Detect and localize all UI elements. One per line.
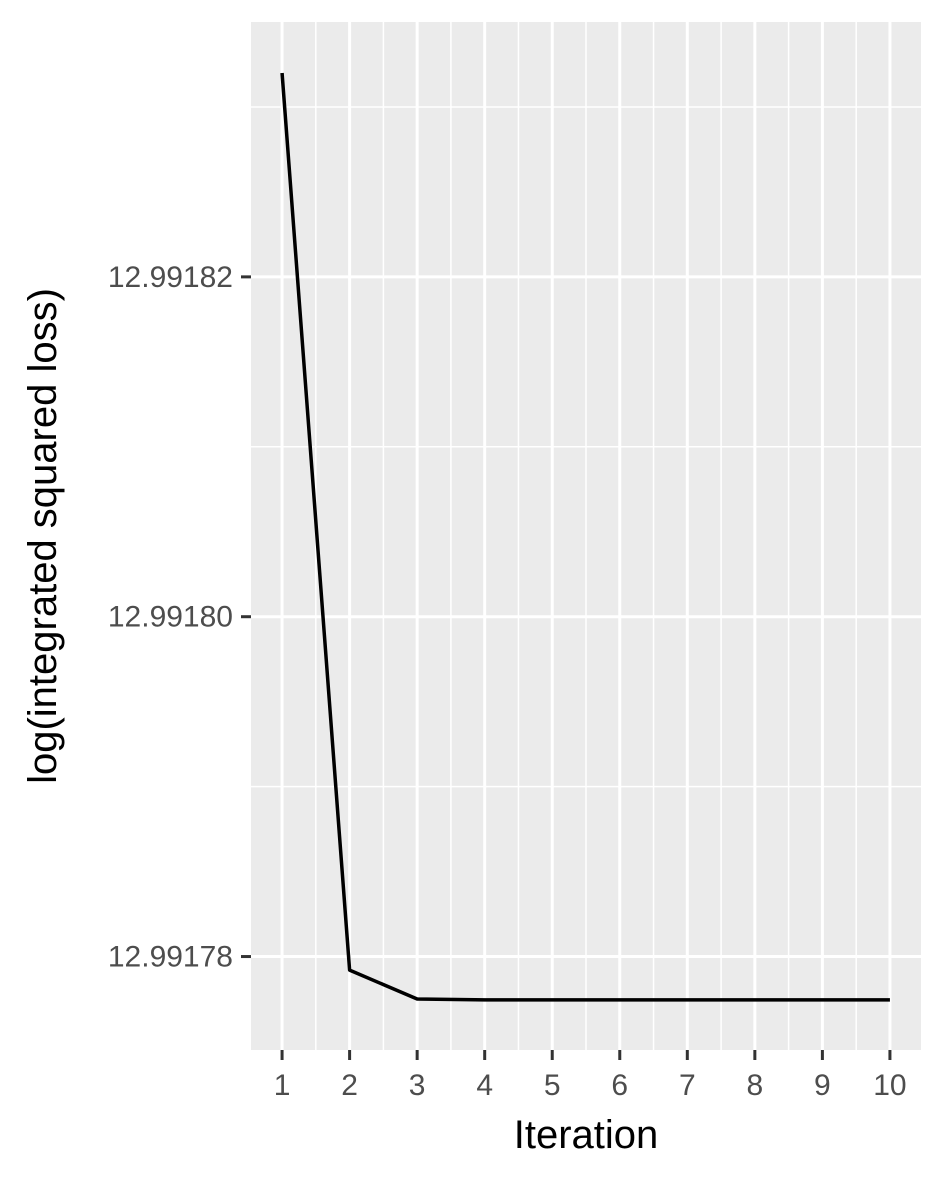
x-tick-label: 1 xyxy=(274,1069,291,1102)
x-axis-title: Iteration xyxy=(514,1113,659,1157)
x-axis: 1 2 3 4 5 6 7 8 9 10 xyxy=(274,1050,907,1102)
x-tick-label: 4 xyxy=(476,1069,493,1102)
y-tick-label: 12.99178 xyxy=(108,941,233,974)
x-tick-label: 9 xyxy=(814,1069,831,1102)
x-tick-label: 7 xyxy=(679,1069,696,1102)
x-tick-label: 2 xyxy=(341,1069,358,1102)
x-tick-label: 8 xyxy=(747,1069,764,1102)
x-tick-label: 5 xyxy=(544,1069,561,1102)
y-tick-label: 12.99182 xyxy=(108,261,233,294)
x-tick-label: 6 xyxy=(611,1069,628,1102)
x-tick-label: 10 xyxy=(873,1069,906,1102)
y-tick-label: 12.99180 xyxy=(108,601,233,634)
x-tick-label: 3 xyxy=(409,1069,426,1102)
y-axis-title: log(integrated squared loss) xyxy=(21,288,65,784)
y-axis: 12.99178 12.99180 12.99182 xyxy=(108,261,251,974)
